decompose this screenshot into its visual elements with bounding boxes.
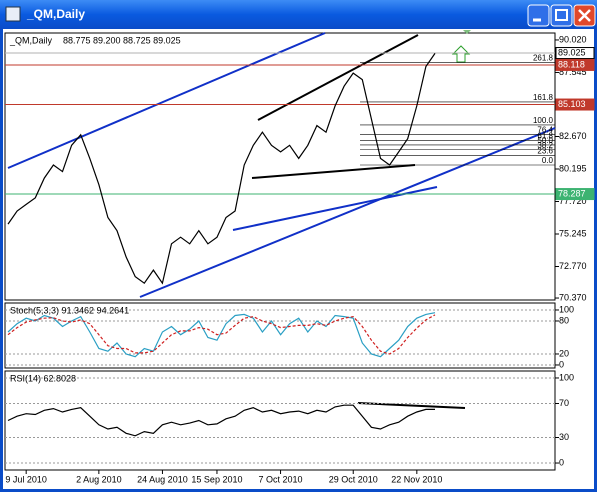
y-tick-label: 0 [559,457,564,467]
y-tick-label: 70.370 [559,292,587,302]
data-line [7,53,436,285]
y-tick-label: 80 [559,315,569,325]
panel-title: Stoch(5,3,3) 91.3462 94.2641 [10,305,129,315]
y-tick-label: 80.195 [559,163,587,173]
y-tick-label: 87.545 [559,67,587,77]
price-box [555,98,595,111]
title-bar [0,0,597,29]
y-tick-label: 100 [559,372,574,382]
panel-title: _QM,Daily [9,35,53,45]
fib-label: 161.8 [533,93,554,102]
price-box [555,58,595,71]
fib-label: 261.8 [533,54,554,63]
price-box-label: 85.103 [558,99,586,109]
price-box [555,47,595,60]
minimize-button[interactable] [527,4,550,27]
y-tick-label: 100 [559,304,574,314]
panel-title: RSI(14) 62.8028 [10,373,76,383]
chart-area [3,29,594,489]
x-tick-label: 9 Jul 2010 [5,474,47,484]
y-tick-label: 82.670 [559,131,587,141]
price-box-label: 88.118 [558,59,585,69]
data-line [7,404,435,437]
y-tick-label: 72.770 [559,261,587,271]
x-tick-label: 24 Aug 2010 [137,474,188,484]
window-buttons[interactable] [527,4,596,27]
price-box-label: 78.287 [558,188,586,198]
data-line [7,314,436,355]
panel-subtitle: 88.775 89.200 88.725 89.025 [63,35,181,45]
window-title: _QM,Daily [26,7,85,21]
arrow-marker [463,30,471,34]
x-tick-label: 7 Oct 2010 [259,474,303,484]
y-tick-label: 77.720 [559,196,587,206]
x-tick-label: 15 Sep 2010 [191,474,242,484]
data-line [7,312,436,358]
fib-label: 23.6 [537,147,553,156]
y-tick-label: 90.020 [559,34,587,44]
x-tick-label: 2 Aug 2010 [76,474,122,484]
window-icon [5,6,21,22]
fib-label: 76.4 [537,125,553,134]
x-tick-label: 29 Oct 2010 [329,474,378,484]
fib-label: 0.0 [542,156,554,165]
fib-label: 100.0 [533,116,554,125]
fib-label: 61.8 [537,131,553,140]
arrow-marker [451,45,471,63]
panel-frames [4,32,556,471]
price-box [555,188,595,201]
y-tick-label: 75.245 [559,228,587,238]
price-box-label: 89.025 [558,47,586,57]
y-tick-label: 70 [559,398,569,408]
y-tick-label: 30 [559,432,569,442]
y-tick-label: 20 [559,348,569,358]
fib-label: 38.2 [537,141,553,150]
y-tick-label: 0 [559,359,564,369]
x-tick-label: 22 Nov 2010 [391,474,442,484]
maximize-button[interactable] [550,4,573,27]
fib-label: 50.0 [537,136,553,145]
